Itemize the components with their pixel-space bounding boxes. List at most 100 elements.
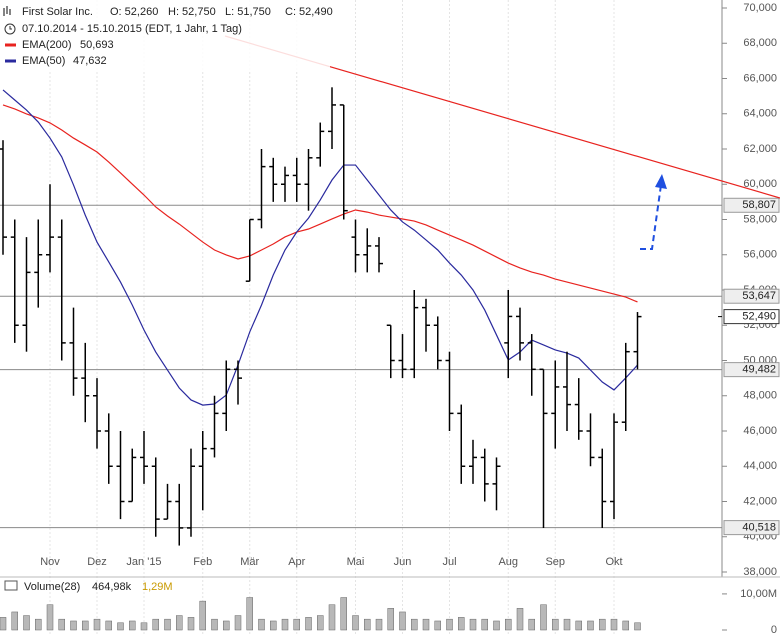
legend-label: EMA(50): [22, 55, 65, 67]
volume-bar: [563, 618, 571, 631]
last-price-label: 52,490: [742, 311, 776, 323]
legend-box: [0, 0, 330, 70]
legend-value: 47,632: [73, 55, 107, 67]
volume-bar: [176, 615, 183, 631]
y-tick-label: 38,000: [743, 566, 777, 578]
volume-icon: [4, 580, 18, 591]
volume-bar: [399, 611, 406, 631]
volume-bar: [352, 615, 359, 631]
level-label: 58,807: [742, 199, 776, 211]
volume-bar: [622, 620, 629, 631]
y-tick-label: 66,000: [743, 72, 777, 84]
level-box: [723, 197, 780, 213]
volume-bar: [575, 620, 582, 631]
x-tick-label: Jan '15: [126, 556, 161, 568]
y-tick-label: 58,000: [743, 213, 777, 225]
overlay: First Solar Inc. O: 52,260 H: 52,750 L: …: [0, 0, 780, 593]
volume-bar: [117, 622, 124, 631]
clock-icon: [4, 23, 16, 35]
volume-bar: [505, 618, 512, 631]
volume-bar: [11, 611, 18, 631]
volume-bar: [634, 622, 641, 631]
y-tick-label: 62,000: [743, 143, 777, 155]
x-tick-label: Nov: [40, 556, 60, 568]
x-tick-label: Aug: [498, 556, 518, 568]
volume-bar: [152, 618, 159, 631]
y-tick-label: 70,000: [743, 2, 777, 14]
legend-value: 50,693: [80, 39, 114, 51]
y-tick-label: 60,000: [743, 178, 777, 190]
volume-bar: [58, 618, 65, 631]
volume-bar: [328, 604, 336, 631]
y-tick-label: 68,000: [743, 37, 777, 49]
volume-bar: [223, 620, 230, 631]
y-tick-label: 44,000: [743, 460, 777, 472]
volume-bar: [258, 618, 265, 631]
title: First Solar Inc.: [22, 6, 93, 18]
volume-bar: [434, 620, 441, 631]
icon: [3, 6, 11, 16]
y-tick-label: 42,000: [743, 495, 777, 507]
volume-bar: [552, 618, 559, 631]
volume-bar: [599, 618, 606, 631]
level-label: 49,482: [742, 364, 776, 376]
volume-bar: [23, 615, 30, 631]
volume-bar: [93, 618, 101, 631]
volume-bar: [469, 618, 477, 631]
volume-tick-label: 10,00M: [740, 588, 777, 600]
volume-bar: [305, 617, 312, 631]
volume-bar: [246, 597, 253, 631]
ohlc: C: 52,490: [285, 6, 333, 18]
y-tick-label: 56,000: [743, 249, 777, 261]
level-box: [723, 362, 780, 378]
volume-bar: [140, 622, 148, 631]
volume-bar: [0, 617, 7, 631]
x-tick-label: Feb: [193, 556, 212, 568]
x-tick-label: Sep: [545, 556, 565, 568]
volume-bar: [446, 618, 453, 631]
y-tick-label: 46,000: [743, 425, 777, 437]
volume-bar: [234, 615, 242, 631]
volume-bar: [211, 618, 218, 631]
level-label: 40,518: [742, 522, 776, 534]
level-label: 53,647: [742, 290, 776, 302]
volume-bar: [458, 617, 465, 631]
volume-bar: [387, 608, 394, 631]
volume-bar: [35, 618, 42, 631]
x-tick-label: Jun: [394, 556, 412, 568]
volume-bar: [411, 618, 418, 631]
volume-bar: [481, 618, 488, 631]
volume-bar: [293, 618, 300, 631]
legend-label: EMA(200): [22, 39, 72, 51]
ohlc: H: 52,750: [168, 6, 216, 18]
ohlc: O: 52,260: [110, 6, 158, 18]
volume-bar: [70, 620, 77, 631]
volume-bar: [82, 620, 89, 631]
y-tick-label: 48,000: [743, 390, 777, 402]
volume-bar: [375, 618, 383, 631]
volume-bar: [46, 604, 54, 631]
target-arrow: [640, 184, 662, 250]
volume-average: 1,29M: [142, 581, 173, 593]
volume-bar: [540, 604, 547, 631]
volume-bar: [129, 620, 136, 631]
volume-bar: [340, 597, 347, 631]
x-tick-label: Mai: [347, 556, 365, 568]
volume-bar: [317, 615, 324, 631]
volume-bar: [281, 618, 289, 631]
level-box: [723, 288, 780, 304]
x-tick-label: Jul: [442, 556, 456, 568]
x-tick-label: Mär: [240, 556, 259, 568]
period: 07.10.2014 - 15.10.2015 (EDT, 1 Jahr, 1 …: [22, 23, 242, 35]
volume-bar: [199, 600, 206, 631]
volume-bar: [516, 608, 524, 631]
volume-tick-label: 0: [771, 624, 777, 635]
last-price-box: [723, 309, 780, 325]
ema-line: [2, 104, 638, 303]
x-tick-label: Dez: [87, 556, 107, 568]
volume-bar: [493, 620, 500, 631]
volume-bar: [270, 620, 277, 631]
